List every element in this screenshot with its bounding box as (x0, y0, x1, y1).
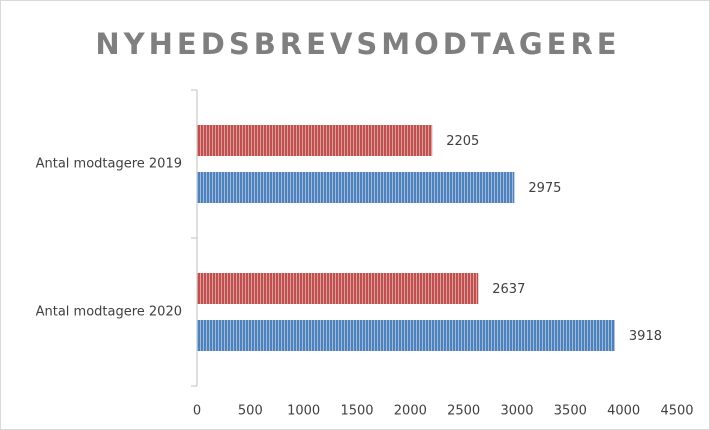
x-tick-label: 4500 (660, 404, 693, 419)
x-tick-label: 500 (238, 404, 263, 419)
bar (197, 320, 615, 351)
x-tick-label: 1000 (287, 404, 320, 419)
data-label: 2205 (446, 134, 479, 149)
data-label: 2637 (492, 282, 525, 297)
x-tick-label: 2500 (447, 404, 480, 419)
x-tick-label: 2000 (394, 404, 427, 419)
bar (197, 125, 433, 156)
bar (197, 273, 479, 304)
x-tick-label: 4000 (607, 404, 640, 419)
bar (197, 172, 515, 203)
y-tick-label: Antal modtagere 2019 (36, 157, 182, 172)
x-tick-label: 3000 (500, 404, 533, 419)
x-tick-label: 3500 (554, 404, 587, 419)
chart-title: NYHEDSBREVSMODTAGERE (95, 27, 620, 61)
x-tick-label: 1500 (340, 404, 373, 419)
data-label: 3918 (629, 329, 662, 344)
data-label: 2975 (528, 181, 561, 196)
x-tick-label: 0 (193, 404, 201, 419)
y-tick-label: Antal modtagere 2020 (36, 305, 182, 320)
